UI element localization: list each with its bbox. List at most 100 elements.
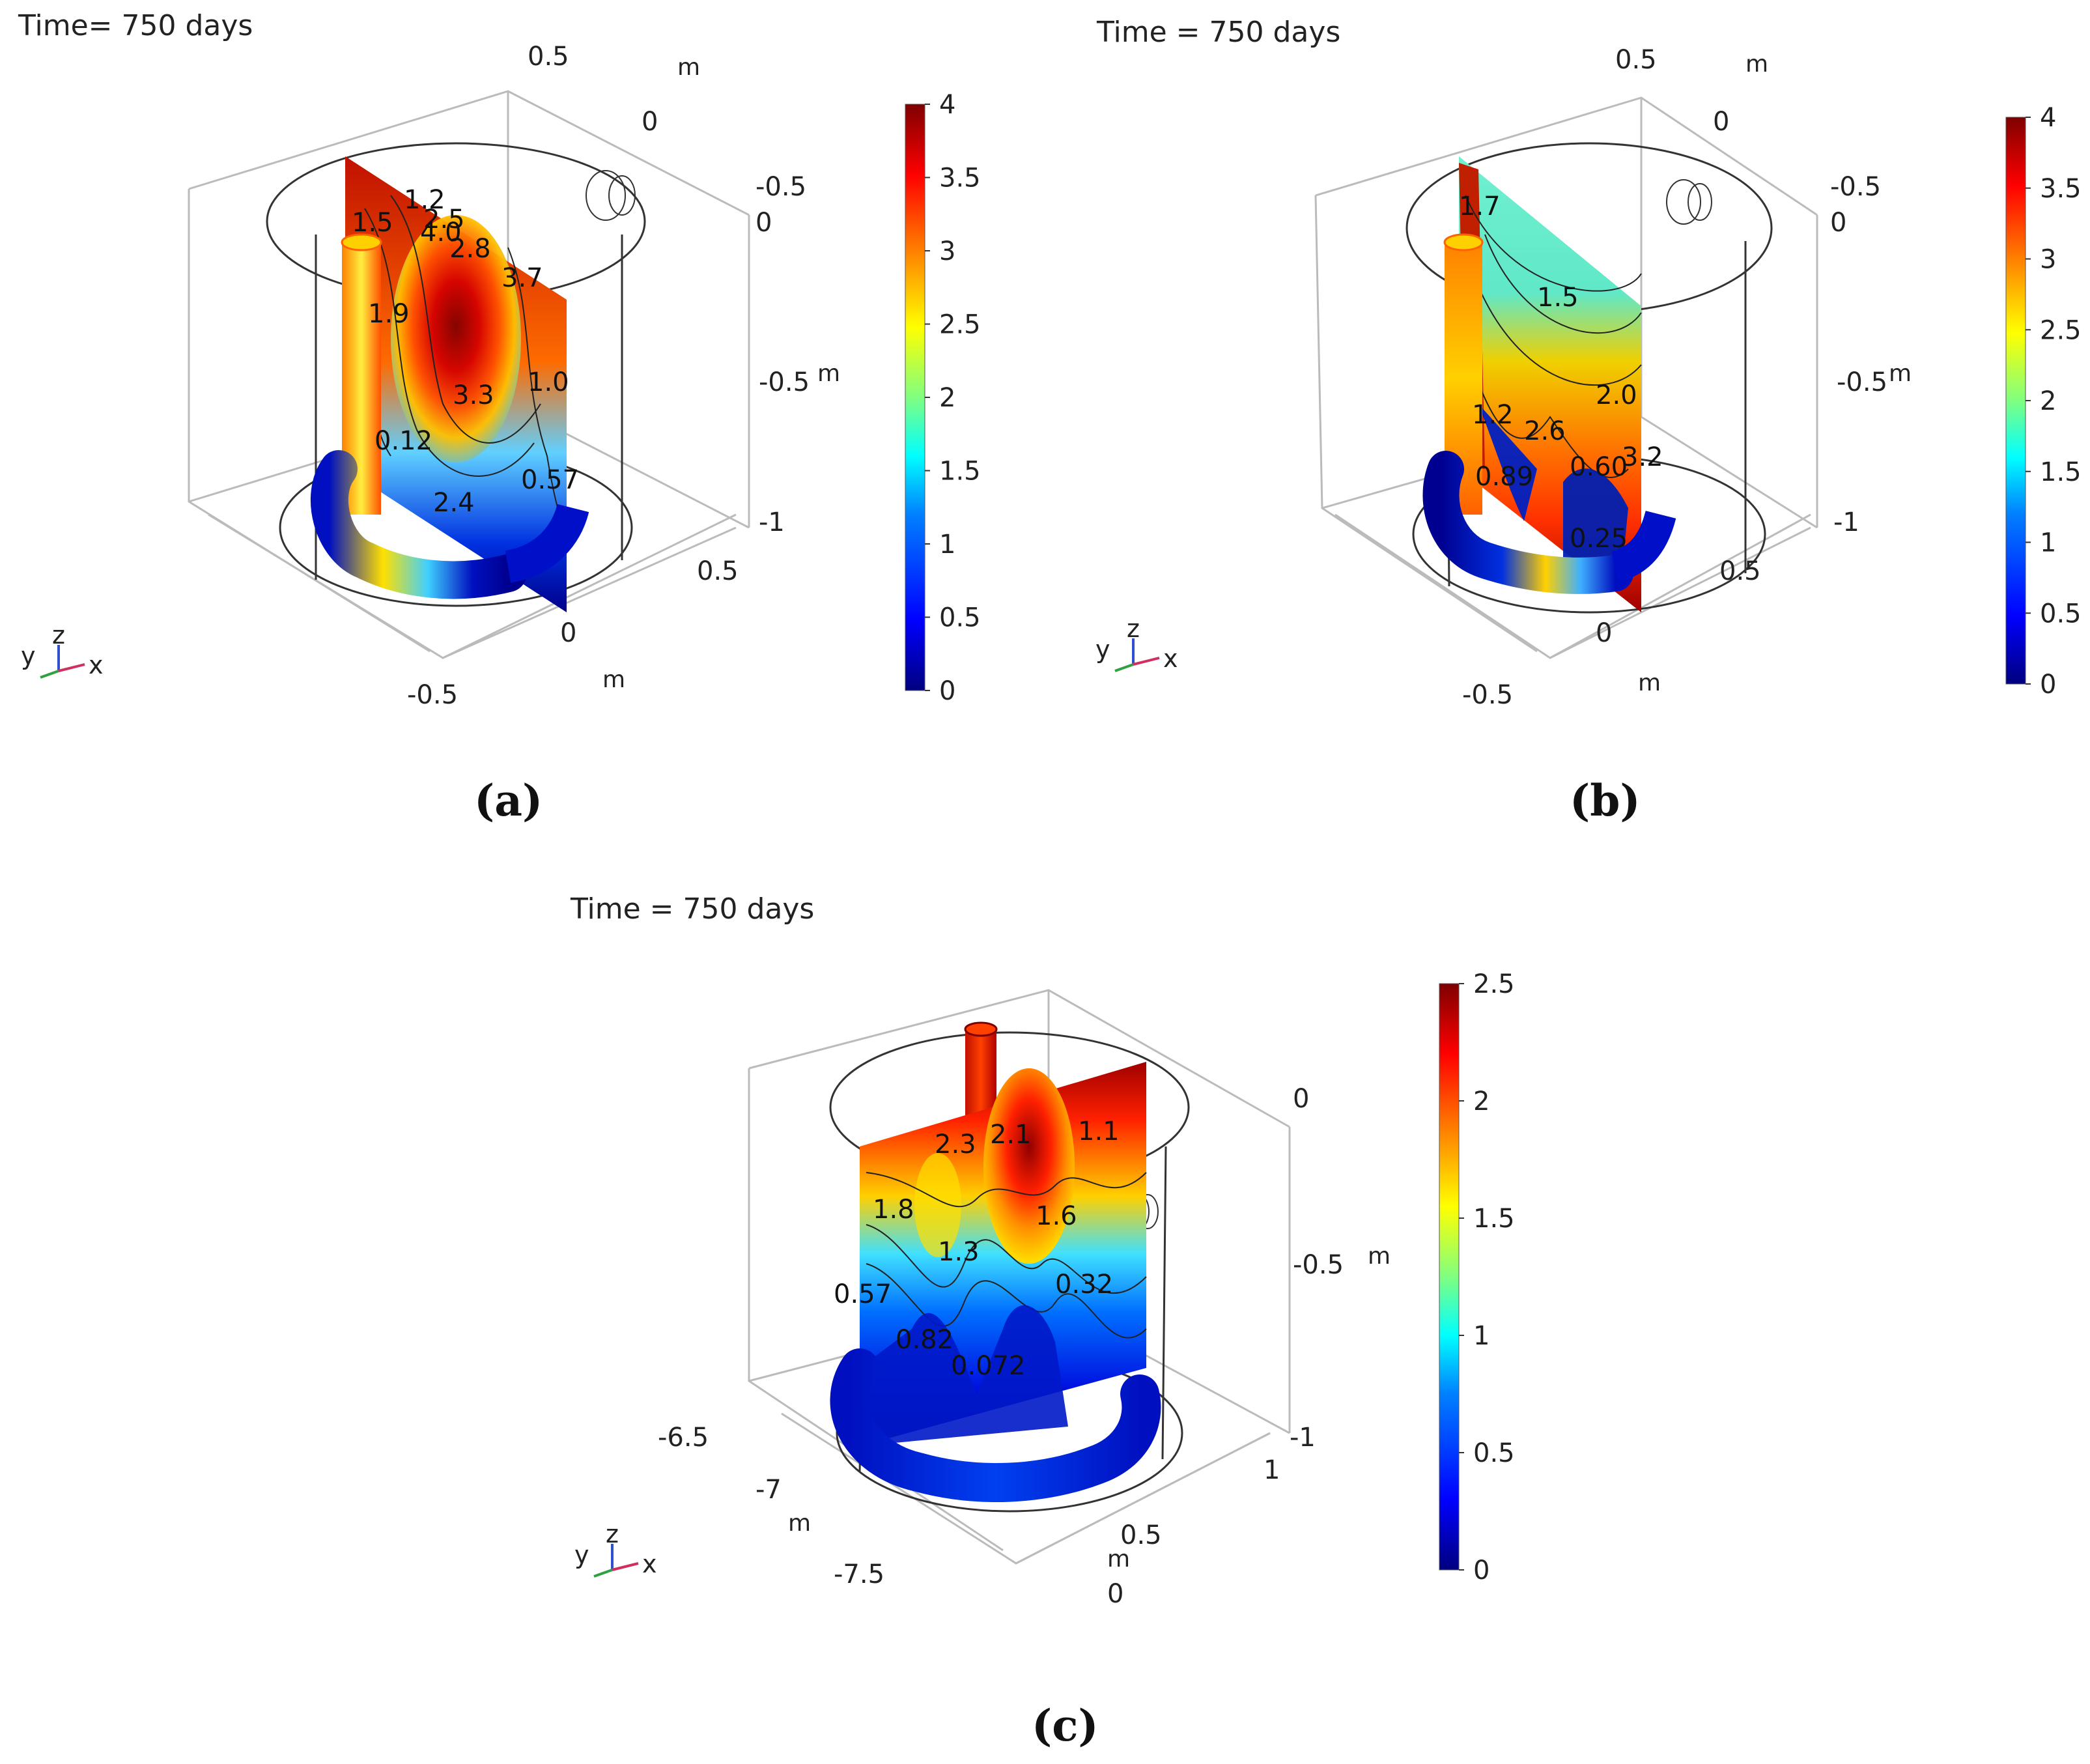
contour-label: 3.3 xyxy=(453,380,494,410)
contour-label: 1.2 xyxy=(404,185,445,215)
axis-tick-label: 0 xyxy=(1107,1579,1123,1609)
contour-label: 2.0 xyxy=(1596,380,1637,410)
contour-label: 0.89 xyxy=(1475,462,1533,492)
axis-tick-label: -0.5 xyxy=(1293,1250,1344,1280)
triad-y: y xyxy=(1095,635,1110,664)
colorbar-tick-label: 0.5 xyxy=(2040,599,2082,629)
colorbar-tick-label: 1 xyxy=(939,530,955,560)
caption: (a) xyxy=(474,775,543,826)
colorbar-tick-label: 3.5 xyxy=(2040,174,2082,204)
contour-label: 1.5 xyxy=(352,208,393,238)
axis-tick-label: 0 xyxy=(1830,208,1846,238)
axis-tick-label: -6.5 xyxy=(658,1423,709,1453)
axis-tick-label: -0.5 xyxy=(759,367,810,397)
colorbar-tick-label: 2.5 xyxy=(2040,315,2082,345)
axis-unit-label: m xyxy=(677,54,700,81)
colorbar-tick-label: 1.5 xyxy=(1473,1204,1515,1234)
axis-tick-label: 0.5 xyxy=(1120,1520,1162,1550)
axis-unit-label: m xyxy=(817,360,840,387)
contour-label: 4.0 xyxy=(420,218,462,248)
colorbar-tick-label: 0.5 xyxy=(1473,1438,1515,1468)
colorbar-tick-label: 3 xyxy=(2040,245,2056,275)
contour-label: 1.6 xyxy=(1036,1201,1077,1231)
colorbar-tick-label: 2.5 xyxy=(1473,969,1515,999)
axis-unit-label: m xyxy=(1368,1243,1391,1270)
contour-label: 1.0 xyxy=(528,367,569,397)
plot-3d: 0.5 m0-0.50-0.5 m-10.50m-0.5 1.71.52.01.22… xyxy=(1095,45,2082,710)
contour-label: 2.3 xyxy=(935,1130,976,1159)
axis-tick-label: 0 xyxy=(756,208,772,238)
panel-a: Time= 750 days xyxy=(0,0,1042,847)
caption: (b) xyxy=(1570,775,1641,826)
axis-tick-label: 0 xyxy=(560,618,576,648)
concentration-slice xyxy=(860,1062,1147,1446)
colorbar-tick-label: 3 xyxy=(939,236,955,266)
colorbar-tick-label: 1.5 xyxy=(2040,457,2082,487)
axis-tick-label: 0 xyxy=(1596,618,1612,648)
axis-tick-label: 0 xyxy=(642,107,658,137)
colorbar-tick-label: 0 xyxy=(939,676,955,706)
axis-unit-label: m xyxy=(602,666,625,693)
distribution-ring xyxy=(830,1348,1161,1502)
axis-tick-label: -7.5 xyxy=(834,1559,884,1589)
colorbar-tick-label: 2 xyxy=(1473,1087,1490,1117)
contour-label: 1.8 xyxy=(873,1195,914,1225)
colorbar: 4 3.5 3 2.5 2 1.5 1 0.5 0 xyxy=(905,90,981,706)
triad-x: x xyxy=(89,651,104,679)
contour-label: 0.57 xyxy=(834,1279,892,1309)
axis-triad: z x y xyxy=(21,621,104,679)
contour-label: 2.6 xyxy=(1524,416,1566,446)
axis-unit-label: m xyxy=(1638,670,1661,696)
triad-z: z xyxy=(52,621,65,649)
axis-unit-label: m xyxy=(1107,1546,1130,1572)
colorbar-tick-label: 0 xyxy=(1473,1556,1490,1586)
contour-labels: 1.7 1.5 2.0 1.2 2.6 0.89 0.603.2 0.25 xyxy=(1459,192,1663,554)
colorbar-tick-label: 1 xyxy=(2040,528,2056,558)
axis-tick-label: -0.5 xyxy=(756,172,806,202)
contour-label: 2.4 xyxy=(433,488,475,518)
axis-tick-label: 0.5 xyxy=(528,42,569,72)
time-title: Time= 750 days xyxy=(18,9,253,42)
axis-tick-label: 0.5 xyxy=(697,556,739,586)
distribution-ring xyxy=(311,450,589,599)
plot-3d: 0-0.5 m-110.5m0-6.5-7m-7.5 2.3 2.1 1.11.8 1.… xyxy=(574,969,1515,1609)
axis-triad: z x y xyxy=(574,1520,657,1578)
axis-ticks: 0.5 m0-0.50-0.5 m-10.50m-0.5 xyxy=(1462,45,1912,710)
colorbar-tick-label: 0.5 xyxy=(939,603,981,633)
colorbar-tick-label: 1 xyxy=(1473,1321,1490,1351)
colorbar-tick-label: 3.5 xyxy=(939,164,981,193)
contour-label: 1.5 xyxy=(1537,283,1579,313)
caption: (c) xyxy=(1032,1700,1099,1751)
triad-z: z xyxy=(1127,614,1140,643)
concentration-slice xyxy=(1459,156,1642,612)
axis-tick-label: 0.5 xyxy=(1719,556,1761,586)
contour-label: 0.072 xyxy=(951,1351,1026,1381)
axis-tick-label: -1 xyxy=(1290,1423,1316,1453)
triad-z: z xyxy=(606,1520,619,1548)
concentration-slice xyxy=(345,156,567,612)
colorbar-tick-label: 2.5 xyxy=(939,310,981,340)
panel-b: Time = 750 days xyxy=(1068,0,2090,847)
axis-tick-label: -1 xyxy=(1833,507,1859,537)
contour-label: 1.7 xyxy=(1459,192,1501,221)
axis-tick-label: -0.5 xyxy=(1462,680,1513,710)
triad-x: x xyxy=(1163,644,1178,673)
contour-label: 3.2 xyxy=(1622,442,1663,472)
axis-tick-label: 0 xyxy=(1713,107,1729,137)
axis-tick-label: -0.5 xyxy=(1830,172,1881,202)
axis-unit-label: m xyxy=(1889,360,1912,387)
contour-labels: 2.3 2.1 1.1 1.8 1.6 1.3 0.32 0.570.820.072 xyxy=(834,1117,1120,1381)
axis-tick-label: -0.5 xyxy=(407,680,458,710)
contour-label: 3.7 xyxy=(501,263,543,293)
contour-label: 2.5 xyxy=(423,205,465,235)
contour-label: 0.82 xyxy=(896,1325,953,1355)
colorbar-tick-label: 0 xyxy=(2040,670,2056,700)
contour-label: 0.12 xyxy=(374,426,432,456)
axis-triad: z x y xyxy=(1095,614,1178,673)
contour-label: 1.2 xyxy=(1472,400,1514,430)
axis-tick-label: -0.5 xyxy=(1837,367,1887,397)
triad-y: y xyxy=(574,1541,589,1569)
contour-label: 1.1 xyxy=(1078,1117,1120,1146)
triad-x: x xyxy=(642,1550,657,1578)
plot-3d: 0.5 m0-0.50-0.5 m-10.50m-0.5 1.21.5 2.54.02… xyxy=(21,42,981,710)
